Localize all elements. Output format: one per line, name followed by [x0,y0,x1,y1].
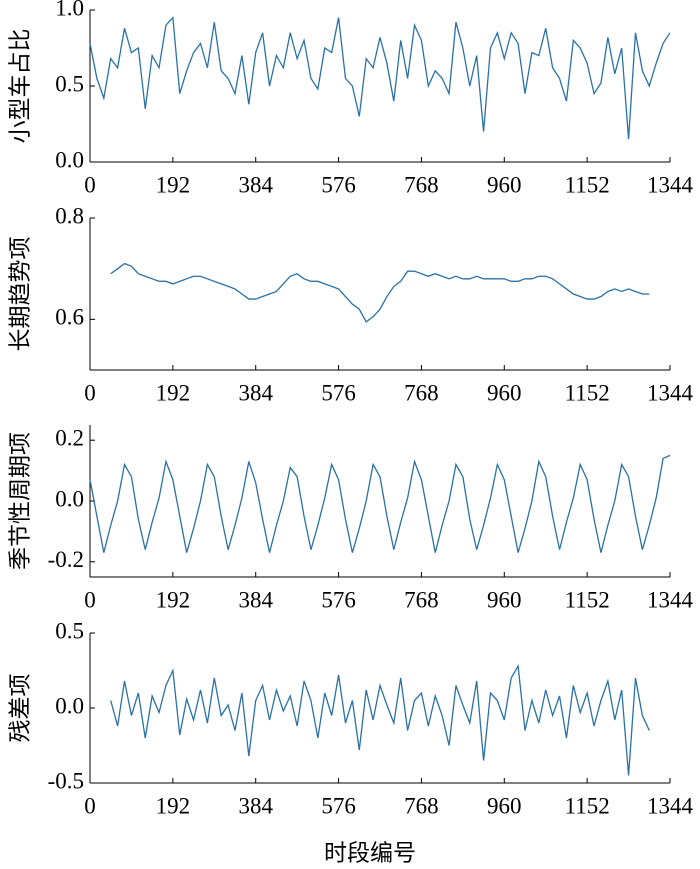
x-tick-label: 1152 [565,380,610,405]
y-tick-label: 1.0 [55,0,84,20]
y-tick-label: 0.0 [55,693,84,718]
y-tick-label: -0.2 [48,547,84,572]
y-tick-label: -0.5 [48,768,84,793]
y-axis-label: 长期趋势项 [7,237,32,352]
x-tick-label: 0 [84,380,96,405]
y-tick-label: 0.8 [55,203,84,228]
x-tick-label: 960 [487,380,522,405]
x-tick-label: 384 [238,172,273,197]
x-tick-label: 0 [84,587,96,612]
series-line [110,663,650,776]
x-tick-label: 192 [156,793,191,818]
x-tick-label: 192 [156,587,191,612]
x-tick-label: 1344 [647,172,694,197]
series-line [89,16,671,140]
x-tick-label: 960 [487,172,522,197]
x-tick-label: 768 [404,380,439,405]
x-tick-label: 0 [84,793,96,818]
y-tick-label: 0.5 [55,618,84,643]
x-tick-label: 576 [321,793,356,818]
series-line [89,454,671,553]
x-axis-label: 时段编号 [324,840,416,865]
x-tick-label: 1344 [647,587,694,612]
series-line [110,262,650,323]
y-axis-label: 残差项 [7,674,32,743]
x-tick-label: 0 [84,172,96,197]
x-tick-label: 960 [487,793,522,818]
x-tick-label: 1152 [565,172,610,197]
y-tick-label: 0.0 [55,486,84,511]
y-tick-label: 0.5 [55,71,84,96]
x-tick-label: 384 [238,587,273,612]
x-tick-label: 960 [487,587,522,612]
x-tick-label: 768 [404,172,439,197]
x-tick-label: 576 [321,587,356,612]
x-tick-label: 1344 [647,793,694,818]
x-tick-label: 1344 [647,380,694,405]
x-tick-label: 1152 [565,587,610,612]
y-axis-label: 小型车占比 [7,29,32,144]
y-tick-label: 0.0 [55,147,84,172]
x-tick-label: 384 [238,793,273,818]
x-tick-label: 192 [156,172,191,197]
x-tick-label: 1152 [565,793,610,818]
x-tick-label: 768 [404,793,439,818]
x-tick-label: 768 [404,587,439,612]
x-tick-label: 384 [238,380,273,405]
y-axis-label: 季节性周期项 [7,432,32,570]
x-tick-label: 192 [156,380,191,405]
y-tick-label: 0.6 [55,305,84,330]
y-tick-label: 0.2 [55,425,84,450]
x-tick-label: 576 [321,380,356,405]
x-tick-label: 576 [321,172,356,197]
